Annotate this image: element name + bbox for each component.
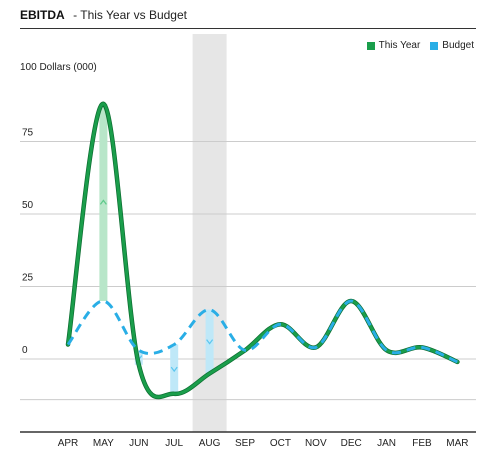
variance-arrow-up [99, 199, 107, 205]
x-tick-label: JUN [129, 438, 148, 449]
chart-legend: This Year Budget [366, 40, 474, 51]
chart-title: EBITDA [20, 8, 65, 22]
y-axis-unit-label: 100 Dollars (000) [20, 62, 97, 73]
legend-swatch-this-year [366, 41, 375, 50]
x-tick-label: DEC [341, 438, 362, 449]
variance-bar [99, 103, 108, 301]
y-tick-label: 75 [22, 128, 34, 139]
x-tick-label: MAY [93, 438, 114, 449]
x-tick-label: SEP [235, 438, 255, 449]
legend-swatch-budget [430, 41, 439, 50]
legend-label-this-year: This Year [378, 40, 421, 51]
variance-arrow-down [170, 366, 178, 373]
chart-header: EBITDA - This Year vs Budget [20, 6, 476, 29]
y-tick-label: 25 [22, 273, 34, 284]
legend-item-this-year[interactable]: This Year [366, 40, 421, 51]
x-tick-label: NOV [305, 438, 327, 449]
variance-bar [205, 309, 214, 374]
x-tick-label: APR [58, 438, 79, 449]
variance-arrow-down [206, 339, 214, 345]
y-tick-label: 50 [22, 200, 34, 211]
y-tick-label: 0 [22, 345, 28, 356]
x-tick-label: JUL [165, 438, 183, 449]
x-tick-label: FEB [412, 438, 432, 449]
series-line-budget [66, 299, 459, 364]
x-tick-label: AUG [199, 438, 221, 449]
x-tick-label: MAR [446, 438, 468, 449]
x-tick-label: OCT [270, 438, 291, 449]
legend-label-budget: Budget [442, 40, 474, 51]
x-tick-label: JAN [377, 438, 396, 449]
chart-subtitle: - This Year vs Budget [73, 8, 187, 22]
variance-bar [170, 344, 179, 394]
legend-item-budget[interactable]: Budget [430, 40, 474, 51]
